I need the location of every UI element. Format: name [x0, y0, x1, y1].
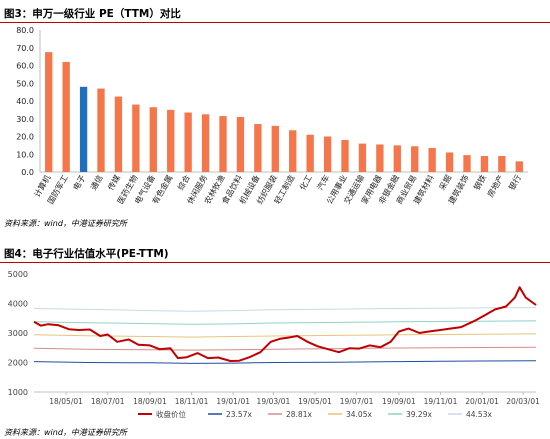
series-line-3 — [33, 346, 537, 351]
y-tick-label: 10.0 — [16, 150, 34, 159]
x-tick-label: 19/09/01 — [382, 397, 416, 406]
bar-11 — [219, 116, 227, 172]
y-tick-label: 3000 — [8, 329, 28, 338]
legend-label: 23.57x — [226, 410, 252, 419]
series-line-2 — [33, 360, 537, 364]
x-tick-label: 电子 — [71, 173, 88, 192]
y-tick-label: 1000 — [8, 388, 28, 397]
series-line-1 — [33, 286, 537, 362]
y-tick-label: 30.0 — [16, 115, 34, 124]
x-tick-label: 18/09/01 — [133, 397, 167, 406]
bar-7 — [149, 107, 157, 172]
x-tick-label: 采掘 — [437, 173, 454, 192]
series-line-5 — [33, 320, 537, 325]
y-tick-label: 2000 — [8, 359, 28, 368]
bar-10 — [201, 114, 210, 172]
x-tick-label: 房地产 — [485, 173, 506, 199]
bar-28 — [515, 161, 523, 172]
legend-label: 34.05x — [346, 410, 372, 419]
bar-2 — [62, 61, 70, 173]
bar-24 — [445, 152, 454, 172]
bar-18 — [341, 140, 349, 172]
bar-5 — [114, 96, 123, 172]
bar-21 — [393, 145, 401, 172]
y-tick-label: 0.0 — [21, 168, 34, 177]
bar-1 — [45, 52, 53, 172]
x-tick-label: 化工 — [297, 173, 314, 192]
y-tick-label: 40.0 — [16, 97, 34, 106]
series-line-6 — [33, 307, 537, 312]
x-tick-label: 银行 — [506, 173, 523, 192]
pe-comparison-bar-chart: 0.010.020.030.040.050.060.070.080.0计算机国防… — [16, 26, 528, 206]
y-tick-label: 60.0 — [16, 62, 34, 71]
bar-8 — [167, 109, 175, 172]
x-tick-label: 20/03/01 — [506, 397, 540, 406]
x-tick-label: 传媒 — [106, 173, 123, 192]
bar-15 — [289, 130, 297, 172]
x-tick-label: 20/01/01 — [465, 397, 499, 406]
bar-6 — [132, 104, 140, 172]
x-tick-label: 18/11/01 — [175, 397, 209, 406]
figure-3-title: 图3：申万一级行业 PE（TTM）对比 — [4, 8, 181, 20]
bar-16 — [306, 134, 314, 172]
bar-3 — [79, 86, 88, 172]
y-tick-label: 5000 — [8, 270, 28, 279]
bar-17 — [323, 136, 332, 172]
bar-26 — [480, 156, 489, 172]
y-tick-label: 50.0 — [16, 79, 34, 88]
x-tick-label: 19/11/01 — [424, 397, 458, 406]
x-tick-label: 19/03/01 — [257, 397, 291, 406]
bar-20 — [376, 144, 384, 172]
x-tick-label: 钢铁 — [472, 173, 489, 192]
x-tick-label: 18/05/01 — [49, 397, 83, 406]
legend-label: 收盘价位 — [156, 409, 186, 419]
figure-4-source: 资料来源：wind，中港证券研究所 — [4, 428, 127, 437]
bar-19 — [358, 143, 367, 172]
x-tick-label: 19/05/01 — [298, 397, 332, 406]
figure-4-title: 图4：电子行业估值水平(PE-TTM) — [4, 248, 169, 260]
x-tick-label: 汽车 — [315, 173, 332, 192]
series-line-4 — [33, 333, 537, 338]
x-tick-label: 通信 — [88, 173, 105, 192]
bar-4 — [97, 88, 105, 172]
bar-23 — [428, 148, 436, 172]
x-tick-label: 18/07/01 — [91, 397, 125, 406]
bar-27 — [498, 156, 506, 172]
x-tick-label: 19/01/01 — [216, 397, 250, 406]
y-tick-label: 4000 — [8, 300, 28, 309]
figure-4-rule — [0, 262, 550, 263]
bar-13 — [254, 124, 262, 172]
bar-9 — [184, 112, 192, 172]
legend-label: 39.29x — [406, 410, 432, 419]
legend-label: 44.53x — [466, 410, 492, 419]
bar-22 — [411, 146, 419, 172]
bar-12 — [236, 116, 245, 172]
legend-label: 28.81x — [286, 410, 312, 419]
x-tick-label: 19/07/01 — [340, 397, 374, 406]
y-tick-label: 70.0 — [16, 44, 34, 53]
figure-3-rule — [0, 22, 550, 23]
y-tick-label: 20.0 — [16, 133, 34, 142]
electronics-pe-line-chart: 1000 2000 3000 4000 5000 18/05/01 18/07/01 18/0… — [8, 270, 540, 419]
bar-14 — [271, 125, 279, 172]
x-tick-label: 综合 — [175, 173, 192, 192]
figure-3-source: 资料来源：wind，中港证券研究所 — [4, 219, 127, 228]
y-tick-label: 80.0 — [16, 26, 34, 35]
bar-25 — [463, 155, 471, 172]
